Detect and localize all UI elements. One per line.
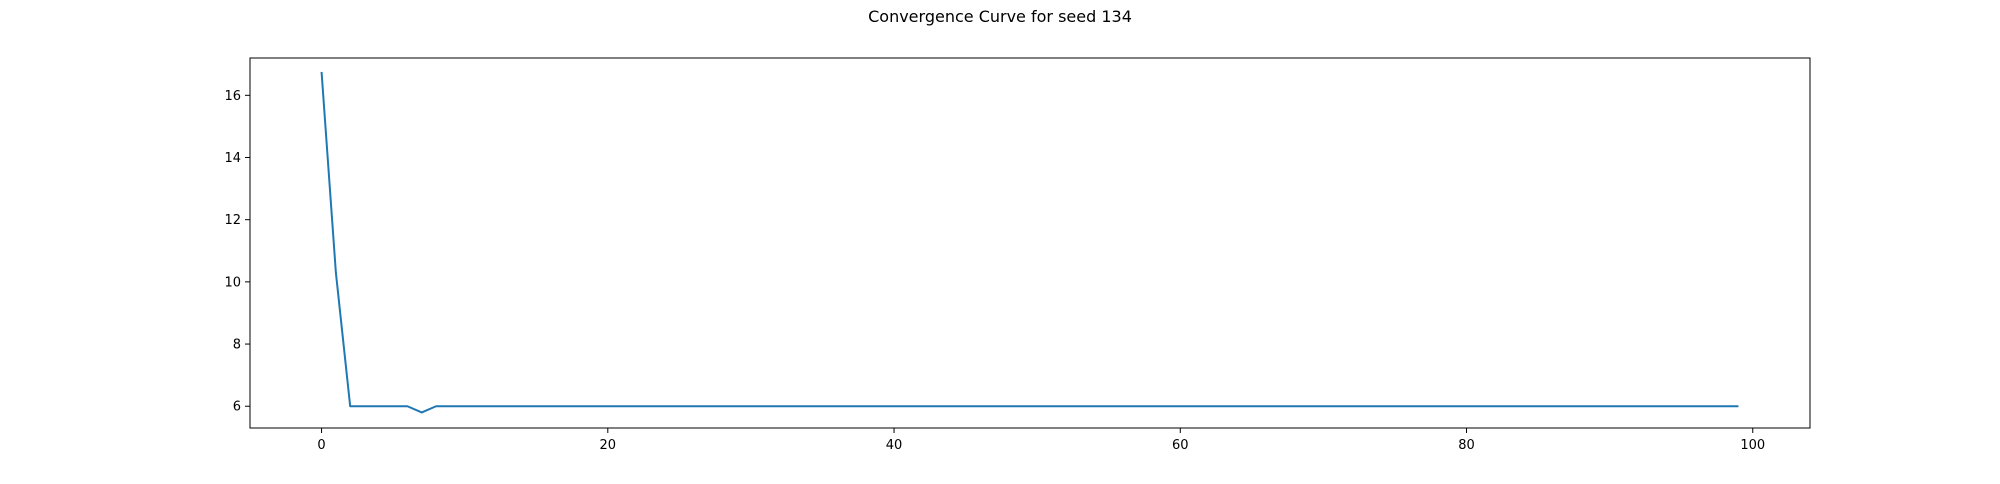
y-tick-label: 10	[224, 275, 241, 290]
series-line	[320, 71, 1739, 414]
y-axis: 6 8 10 12 14 16	[224, 89, 250, 415]
x-tick-label: 20	[600, 438, 617, 453]
x-tick-label: 100	[1740, 438, 1765, 453]
y-tick-label: 14	[224, 151, 241, 166]
x-tick-label: 60	[1172, 438, 1189, 453]
axes-frame	[249, 57, 1811, 429]
y-tick-label: 6	[233, 400, 241, 415]
y-tick-label: 16	[224, 89, 241, 104]
plot-layer	[320, 71, 1739, 414]
x-tick-label: 40	[886, 438, 903, 453]
y-tick-label: 12	[224, 213, 241, 228]
x-tick-label: 0	[317, 438, 325, 453]
x-axis: 0 20 40 60 80 100	[317, 428, 1765, 453]
y-tick-label: 8	[233, 338, 241, 353]
x-tick-label: 80	[1458, 438, 1475, 453]
chart-title: Convergence Curve for seed 134	[868, 7, 1132, 26]
